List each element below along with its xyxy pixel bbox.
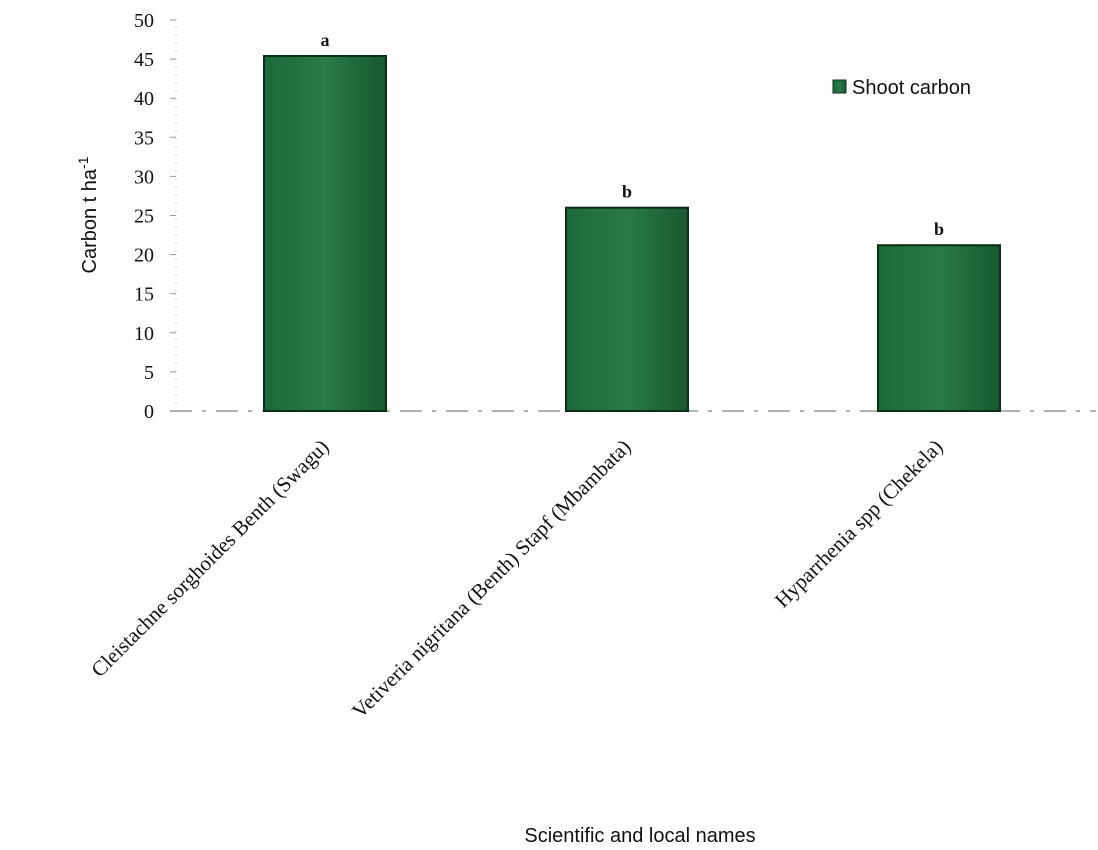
y-axis-title: Carbon t ha-1 — [75, 156, 101, 273]
y-tick-label: 35 — [134, 127, 154, 149]
significance-letter-3: b — [934, 219, 944, 239]
bar-2 — [565, 206, 689, 412]
y-tick-label: 40 — [134, 88, 154, 110]
legend: Shoot carbon — [832, 77, 971, 99]
y-axis-title-text: Carbon t ha — [79, 168, 101, 273]
significance-labels: a b b — [321, 30, 945, 239]
bar-1 — [263, 54, 387, 413]
y-tick-label: 20 — [134, 245, 154, 267]
bar-3 — [877, 244, 1001, 412]
y-tick-label: 50 — [134, 10, 154, 32]
y-axis-title-superscript: -1 — [75, 156, 91, 169]
y-tick-label: 5 — [144, 362, 154, 384]
y-tick-label: 15 — [134, 284, 154, 306]
y-tick-label: 0 — [144, 401, 154, 423]
x-axis-title: Scientific and local names — [524, 825, 755, 847]
category-label-1: Cleistachne sorghoides Benth (Swagu) — [86, 435, 333, 682]
category-label-3: Hyparrhenia spp (Chekela) — [770, 435, 948, 613]
legend-label: Shoot carbon — [852, 77, 971, 99]
y-tick-labels: 0 5 10 15 20 25 30 35 40 45 50 — [134, 10, 176, 423]
category-label-2: Vetiveria nigritana (Benth) Stapf (Mbamb… — [347, 435, 635, 723]
y-tick-label: 25 — [134, 206, 154, 228]
y-tick-label: 30 — [134, 166, 154, 188]
category-labels: Cleistachne sorghoides Benth (Swagu) Veti… — [86, 435, 947, 723]
legend-swatch — [832, 79, 847, 94]
bars — [263, 54, 1001, 413]
significance-letter-2: b — [622, 182, 632, 202]
significance-letter-1: a — [321, 30, 330, 50]
y-tick-label: 45 — [134, 49, 154, 71]
y-tick-label: 10 — [134, 323, 154, 345]
